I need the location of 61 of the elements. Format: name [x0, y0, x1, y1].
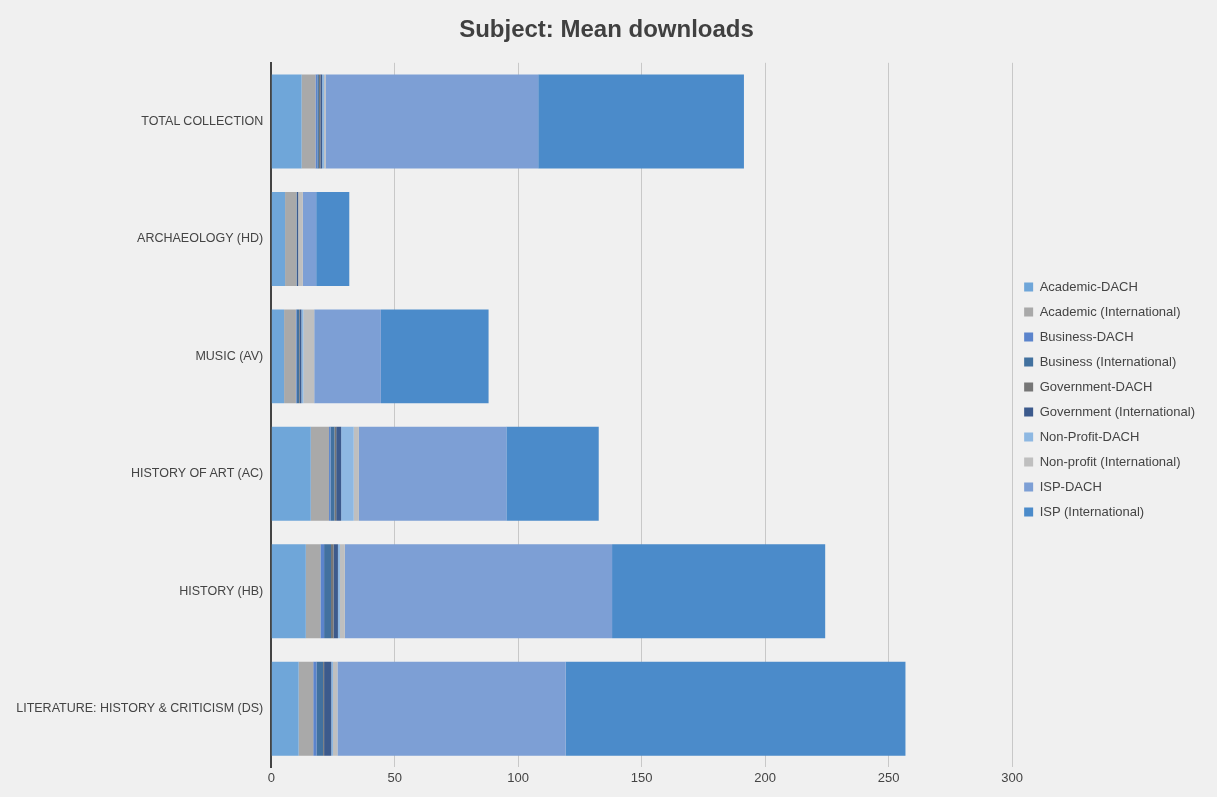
- bar: [341, 426, 354, 521]
- bar: [271, 661, 299, 756]
- bar: [612, 544, 826, 639]
- bar: [336, 426, 342, 521]
- bar: [298, 661, 314, 756]
- y-tick-label: MUSIC (AV): [195, 348, 264, 363]
- bar: [271, 191, 286, 286]
- bar: [332, 661, 338, 756]
- x-tick-label: 200: [754, 769, 777, 785]
- bar: [316, 661, 324, 756]
- x-tick-label: 250: [877, 769, 900, 785]
- legend-label: ISP (International): [1039, 503, 1145, 519]
- x-tick-label: 300: [1001, 769, 1023, 785]
- y-tick-label: LITERATURE: HISTORY & CRITICISM (DS): [16, 701, 264, 716]
- legend-label: Government-DACH: [1039, 378, 1153, 394]
- bar: [325, 74, 539, 169]
- bar: [358, 426, 507, 521]
- bar: [285, 191, 297, 286]
- bar: [506, 426, 599, 521]
- bar: [380, 309, 489, 404]
- bar: [353, 426, 359, 521]
- bar: [320, 544, 325, 639]
- bar: [271, 544, 306, 639]
- bar: [303, 309, 315, 404]
- bar: [324, 661, 332, 756]
- bar: [310, 426, 330, 521]
- y-tick-label: HISTORY OF ART (AC): [131, 466, 264, 481]
- legend-label: Business-DACH: [1039, 328, 1134, 344]
- bar: [313, 661, 317, 756]
- bar: [344, 544, 613, 639]
- x-tick-label: 150: [630, 769, 653, 785]
- bar: [333, 544, 338, 639]
- bar: [301, 74, 316, 169]
- legend-label: Academic-DACH: [1039, 278, 1138, 294]
- bar: [538, 74, 744, 169]
- bar: [305, 544, 321, 639]
- legend-label: ISP-DACH: [1039, 478, 1102, 494]
- y-tick-label: HISTORY (HB): [179, 583, 264, 598]
- bar: [298, 191, 303, 286]
- bar: [271, 426, 311, 521]
- bar: [316, 191, 350, 286]
- legend-label: Government (International): [1039, 403, 1196, 419]
- legend-label: Academic (International): [1039, 303, 1181, 319]
- bar: [337, 661, 566, 756]
- y-tick-label: TOTAL COLLECTION: [141, 113, 264, 128]
- bar: [324, 544, 332, 639]
- bar: [271, 309, 285, 404]
- x-tick-label: 50: [387, 769, 402, 785]
- bar: [284, 309, 296, 404]
- bar: [339, 544, 345, 639]
- legend-label: Non-Profit-DACH: [1039, 428, 1140, 444]
- bar: [314, 309, 381, 404]
- chart-title: Subject: Mean downloads: [459, 15, 754, 43]
- bar: [302, 191, 317, 286]
- bar: [271, 74, 302, 169]
- x-tick-label: 100: [507, 769, 530, 785]
- bar: [565, 661, 906, 756]
- legend-label: Non-profit (International): [1039, 453, 1181, 469]
- legend-label: Business (International): [1039, 353, 1177, 369]
- x-tick-label: 0: [267, 769, 275, 785]
- y-tick-label: ARCHAEOLOGY (HD): [137, 231, 264, 246]
